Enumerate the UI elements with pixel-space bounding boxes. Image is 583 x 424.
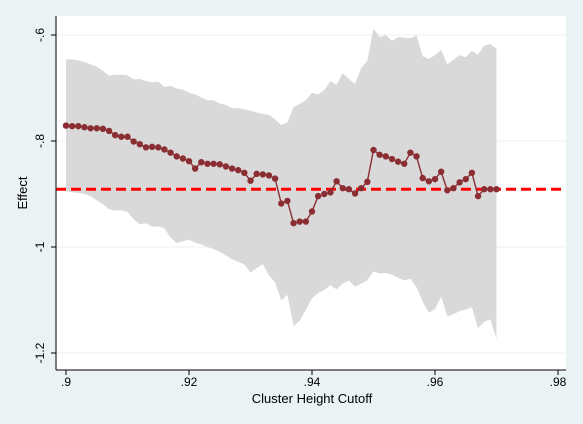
data-point (351, 190, 359, 197)
data-point (462, 175, 469, 183)
data-point (370, 146, 377, 154)
confidence-band (66, 28, 497, 339)
data-point (413, 153, 420, 160)
data-point (308, 208, 316, 215)
data-point (124, 133, 131, 140)
data-point (474, 192, 482, 200)
data-point (247, 177, 254, 184)
data-point (142, 144, 150, 151)
data-point (75, 122, 82, 130)
data-point (358, 184, 365, 192)
data-point (284, 197, 291, 205)
data-point (382, 153, 389, 160)
data-point (241, 169, 248, 176)
y-tick-label: -1 (33, 241, 47, 252)
data-point (112, 131, 119, 139)
data-point (271, 175, 279, 182)
data-point (278, 200, 285, 207)
data-point (210, 160, 217, 167)
y-tick-label: -.8 (33, 134, 47, 148)
data-point (198, 159, 205, 166)
data-point (333, 178, 340, 185)
data-point (339, 184, 346, 192)
data-point (161, 146, 168, 153)
data-point (456, 179, 463, 186)
x-tick-label: .96 (427, 375, 444, 389)
data-point (437, 168, 445, 175)
data-point (327, 189, 334, 196)
data-point (450, 184, 457, 192)
x-tick-label: .98 (550, 375, 567, 389)
data-point (468, 169, 476, 176)
data-point (87, 125, 94, 132)
data-point (345, 186, 353, 193)
x-tick-label: .92 (181, 375, 198, 389)
data-point (99, 125, 107, 133)
data-point (62, 122, 70, 129)
data-point (148, 143, 156, 151)
data-point (425, 178, 433, 185)
data-point (155, 144, 162, 151)
x-tick-label: .94 (304, 375, 321, 389)
data-point (290, 219, 297, 227)
data-point (173, 153, 180, 160)
data-point (228, 165, 236, 172)
data-point (235, 166, 242, 174)
data-point (136, 140, 143, 148)
data-point (68, 122, 76, 130)
x-axis-ticks: .9 .92 .94 .96 .98 (61, 370, 567, 389)
data-point (419, 174, 426, 182)
x-tick-label: .9 (61, 375, 71, 389)
data-point (118, 133, 125, 140)
data-point (93, 125, 100, 132)
y-tick-label: -1.2 (33, 342, 47, 363)
effect-markers (62, 122, 500, 227)
data-point (302, 218, 310, 225)
data-point (204, 160, 211, 167)
data-point (394, 158, 402, 165)
data-point (259, 171, 266, 178)
data-point (401, 160, 408, 167)
data-point (130, 138, 137, 145)
data-point (493, 186, 500, 193)
data-point (191, 165, 199, 172)
data-point (216, 161, 223, 168)
x-axis-title: Cluster Height Cutoff (252, 391, 373, 406)
data-point (265, 172, 273, 179)
data-point (376, 151, 383, 158)
data-point (253, 170, 260, 178)
data-point (314, 192, 322, 200)
data-point (105, 127, 113, 135)
y-axis-title: Effect (15, 176, 30, 209)
data-point (222, 163, 230, 170)
data-point (388, 155, 396, 163)
data-point (481, 186, 488, 193)
data-point (431, 175, 439, 183)
y-axis-ticks: -1.2 -1 -.8 -.6 (33, 28, 56, 363)
y-tick-label: -.6 (33, 28, 47, 42)
data-point (179, 155, 187, 162)
data-point (81, 124, 88, 131)
data-point (321, 190, 328, 198)
data-point (407, 149, 414, 156)
data-point (296, 218, 303, 225)
data-point (487, 186, 494, 193)
data-point (444, 187, 451, 194)
data-point (364, 178, 371, 186)
data-point (167, 149, 174, 156)
data-point (185, 157, 193, 165)
